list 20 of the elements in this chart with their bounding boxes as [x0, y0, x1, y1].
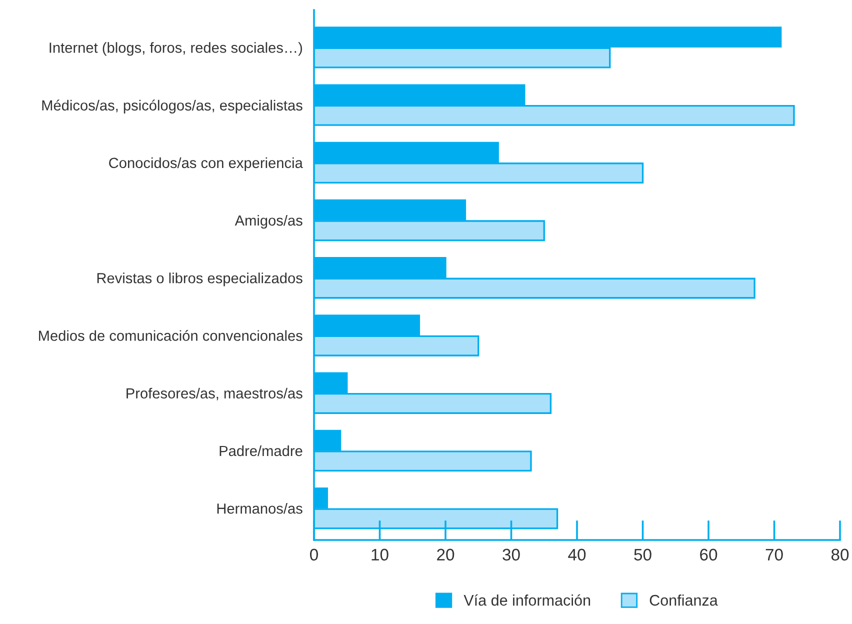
x-tick-label: 10 [372, 548, 388, 561]
x-tick-label: 70 [766, 548, 783, 561]
y-tick-label: Conocidos/as con experiencia [109, 157, 303, 171]
y-tick-label: Padre/madre [220, 445, 302, 456]
y-tick-label: Medios de comunicación convencionales [39, 330, 302, 341]
legend-label: Confianza [650, 594, 718, 606]
y-tick-label: Hermanos/as [217, 503, 302, 514]
x-tick-label: 40 [568, 548, 586, 561]
legend-label: Vía de información [464, 594, 590, 606]
x-tick-label: 20 [437, 548, 454, 561]
x-tick-label: 30 [502, 548, 520, 561]
y-tick-label: Amigos/as [234, 214, 302, 229]
y-tick-label: Médicos/as, psicólogos/as, especialistas [42, 100, 302, 114]
x-tick-label: 80 [831, 548, 849, 561]
x-tick-label: 50 [634, 548, 652, 561]
x-tick-label: 60 [700, 548, 718, 561]
x-tick-label: 0 [310, 548, 318, 561]
y-tick-label: Profesores/as, maestros/as [126, 388, 302, 400]
y-tick-label: Revistas o libros especializados [97, 272, 302, 286]
y-tick-label: Internet (blogs, foros, redes sociales…) [50, 42, 302, 56]
